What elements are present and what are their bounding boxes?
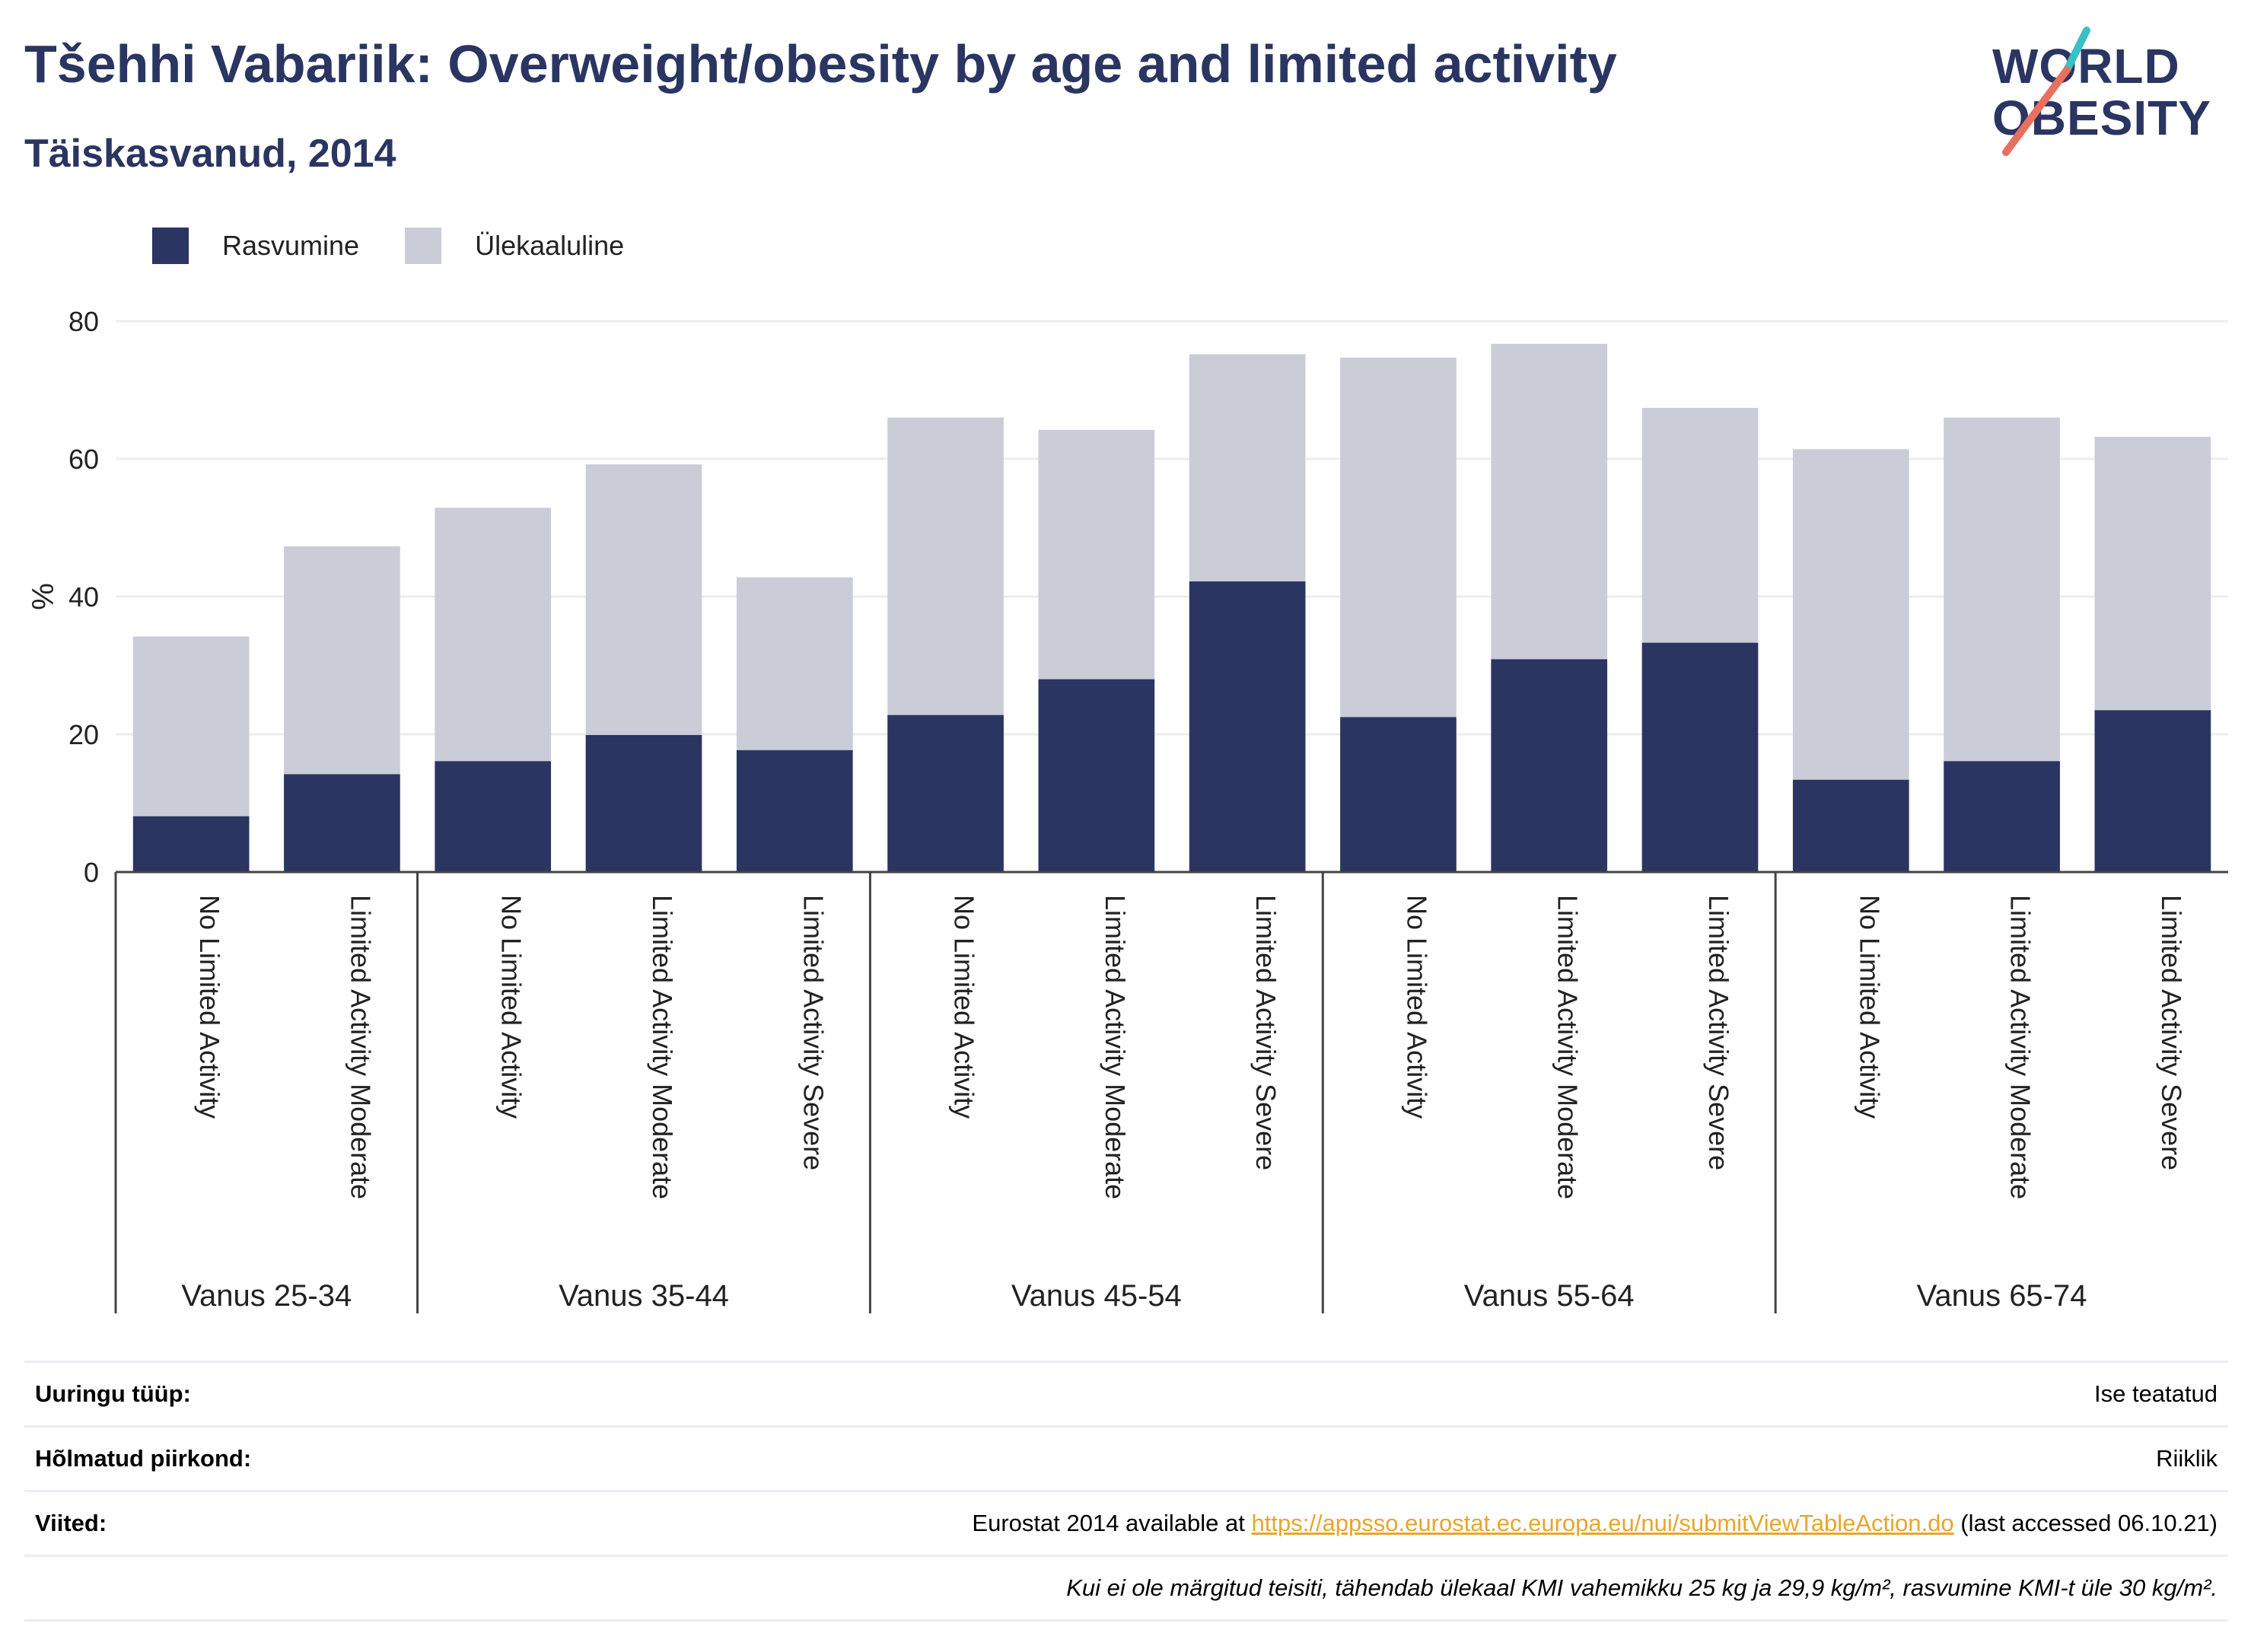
bar-obesity xyxy=(1491,659,1608,872)
bar-obesity xyxy=(1944,761,2060,872)
y-axis-label: % xyxy=(27,583,60,610)
y-tick-label: 60 xyxy=(68,444,99,475)
x-group-label: Vanus 25-34 xyxy=(181,1279,352,1313)
y-tick-label: 80 xyxy=(68,306,99,337)
bar-obesity xyxy=(736,750,853,872)
logo-line1: WORLD xyxy=(1992,39,2180,94)
chart-subtitle: Täiskasvanud, 2014 xyxy=(24,132,396,176)
bar-overweight xyxy=(1491,343,1608,660)
chart-footer: Uuringu tüüp: Ise teatatud Hõlmatud piir… xyxy=(24,1361,2228,1622)
x-category-label: No Limited Activity xyxy=(1854,895,1885,1119)
x-category-label: Limited Activity Moderate xyxy=(1552,895,1584,1199)
chart-title: Tšehhi Vabariik: Overweight/obesity by a… xyxy=(24,34,1617,94)
bar-obesity xyxy=(1340,717,1457,872)
legend-item-obesity: Rasvumine xyxy=(152,228,359,264)
bar-overweight xyxy=(1189,354,1306,582)
x-category-label: Limited Activity Severe xyxy=(1250,895,1282,1170)
bar-overweight xyxy=(2094,437,2211,711)
bar-obesity xyxy=(284,774,400,872)
x-category-label: No Limited Activity xyxy=(496,895,527,1119)
bar-obesity xyxy=(1189,581,1306,872)
bar-overweight xyxy=(1340,357,1457,718)
world-obesity-logo: WORLD OBESITY xyxy=(1979,23,2237,167)
y-tick-label: 20 xyxy=(68,719,99,750)
bar-obesity xyxy=(132,816,250,872)
x-category-label: Limited Activity Moderate xyxy=(1100,895,1131,1199)
x-category-label: Limited Activity Severe xyxy=(1703,895,1734,1170)
bar-overweight xyxy=(132,636,250,816)
y-tick-label: 40 xyxy=(68,581,99,613)
legend-swatch-obesity xyxy=(152,228,189,264)
bar-obesity xyxy=(585,734,702,872)
logo-slash-icon xyxy=(2002,27,2090,156)
definition-note: Kui ei ole märgitud teisiti, tähendab ül… xyxy=(1066,1574,2218,1601)
legend-swatch-overweight xyxy=(405,228,442,264)
bar-obesity xyxy=(1641,642,1759,872)
bar-overweight xyxy=(887,417,1004,715)
bar-obesity xyxy=(1792,779,1909,872)
bar-overweight xyxy=(1038,429,1155,680)
area-label: Hõlmatud piirkond: xyxy=(35,1445,252,1472)
bar-overweight xyxy=(284,546,400,775)
x-category-label: Limited Activity Moderate xyxy=(345,895,376,1199)
x-category-label: No Limited Activity xyxy=(194,895,225,1119)
footer-row-survey-type: Uuringu tüüp: Ise teatatud xyxy=(24,1361,2228,1428)
bar-overweight xyxy=(1792,449,1909,780)
bar-obesity xyxy=(435,761,552,872)
bar-overweight xyxy=(1944,417,2060,762)
y-tick-label: 0 xyxy=(84,857,99,888)
bar-overweight xyxy=(1641,408,1759,643)
bar-obesity xyxy=(887,715,1004,872)
bar-overweight xyxy=(435,508,552,762)
references-prefix: Eurostat 2014 available at xyxy=(972,1510,1252,1536)
bar-overweight xyxy=(736,577,853,750)
x-category-label: Limited Activity Severe xyxy=(2156,895,2187,1170)
x-category-label: Limited Activity Severe xyxy=(798,895,829,1170)
legend-item-overweight: Ülekaaluline xyxy=(405,228,624,264)
references-value: Eurostat 2014 available at https://appss… xyxy=(972,1510,2228,1537)
x-category-label: Limited Activity Moderate xyxy=(2005,895,2036,1199)
x-category-label: No Limited Activity xyxy=(1401,895,1432,1119)
legend-label-obesity: Rasvumine xyxy=(222,230,360,261)
references-label: Viited: xyxy=(35,1510,107,1536)
x-group-label: Vanus 35-44 xyxy=(559,1279,729,1313)
survey-type-value: Ise teatatud xyxy=(2093,1380,2218,1407)
footer-row-note: Kui ei ole märgitud teisiti, tähendab ül… xyxy=(24,1557,2228,1622)
legend-label-overweight: Ülekaaluline xyxy=(475,230,625,261)
x-group-label: Vanus 45-54 xyxy=(1011,1279,1182,1313)
bar-obesity xyxy=(2094,710,2211,872)
x-group-label: Vanus 55-64 xyxy=(1464,1279,1635,1313)
footer-row-references: Viited: Eurostat 2014 available at https… xyxy=(24,1492,2228,1557)
stacked-bar-chart: 0 20 40 60 80% No Limited Activity Limited Act… xyxy=(27,306,2228,1313)
footer-row-area: Hõlmatud piirkond: Riiklik xyxy=(24,1428,2228,1492)
references-link[interactable]: https://appsso.eurostat.ec.europa.eu/nui… xyxy=(1251,1510,1954,1536)
bar-obesity xyxy=(1038,679,1155,872)
area-value: Riiklik xyxy=(2156,1445,2218,1472)
x-group-label: Vanus 65-74 xyxy=(1917,1279,2087,1313)
survey-type-label: Uuringu tüüp: xyxy=(35,1380,191,1407)
chart-legend: Rasvumine Ülekaaluline xyxy=(152,225,670,266)
x-category-label: No Limited Activity xyxy=(949,895,980,1119)
bar-overweight xyxy=(585,464,702,735)
references-suffix: (last accessed 06.10.21) xyxy=(1953,1510,2218,1536)
x-category-label: Limited Activity Moderate xyxy=(647,895,678,1199)
